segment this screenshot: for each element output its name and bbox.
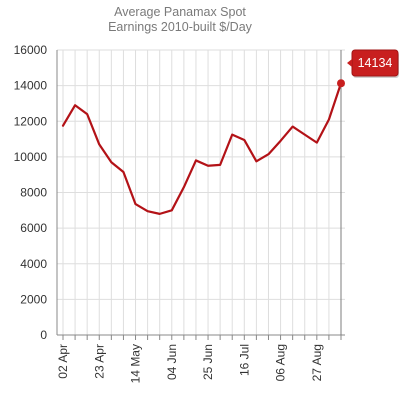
- tooltip-pointer: [347, 59, 352, 67]
- value-tooltip: 14134: [347, 49, 399, 78]
- series-line: [61, 82, 343, 215]
- x-tick-label: 06 Aug: [274, 344, 288, 381]
- x-tick-label: 27 Aug: [310, 344, 324, 381]
- x-tick-label: 23 Apr: [92, 344, 106, 379]
- gridlines: [56, 49, 345, 340]
- y-tick-label: 2000: [20, 292, 47, 306]
- y-tick-label: 8000: [20, 186, 47, 200]
- last-point-marker[interactable]: [337, 79, 345, 88]
- chart-subtitle: Earnings 2010-built $/Day: [108, 20, 253, 34]
- x-tick-label: 04 Jun: [165, 344, 179, 380]
- y-tick-label: 4000: [20, 257, 47, 271]
- x-tick-label: 25 Jun: [201, 344, 215, 380]
- y-tick-label: 12000: [14, 114, 48, 128]
- x-axis-tick-labels: 02 Apr 23 Apr 14 May 04 Jun 25 Jun 16 Jul 06 A…: [56, 344, 324, 383]
- chart-title: Average Panamax Spot: [114, 5, 246, 19]
- y-tick-label: 10000: [14, 150, 48, 164]
- y-tick-label: 0: [40, 328, 47, 342]
- x-tick-label: 14 May: [129, 344, 143, 383]
- y-tick-label: 6000: [20, 221, 47, 235]
- tooltip-value: 14134: [358, 56, 393, 70]
- x-tick-label: 16 Jul: [237, 344, 251, 376]
- series-layer: [61, 50, 345, 335]
- y-tick-label: 14000: [14, 79, 48, 93]
- x-tick-label: 02 Apr: [56, 344, 70, 379]
- y-tick-label: 16000: [14, 43, 48, 57]
- y-axis-tick-labels: 0 2000 4000 6000 8000 10000 12000 14000 16000: [14, 43, 48, 342]
